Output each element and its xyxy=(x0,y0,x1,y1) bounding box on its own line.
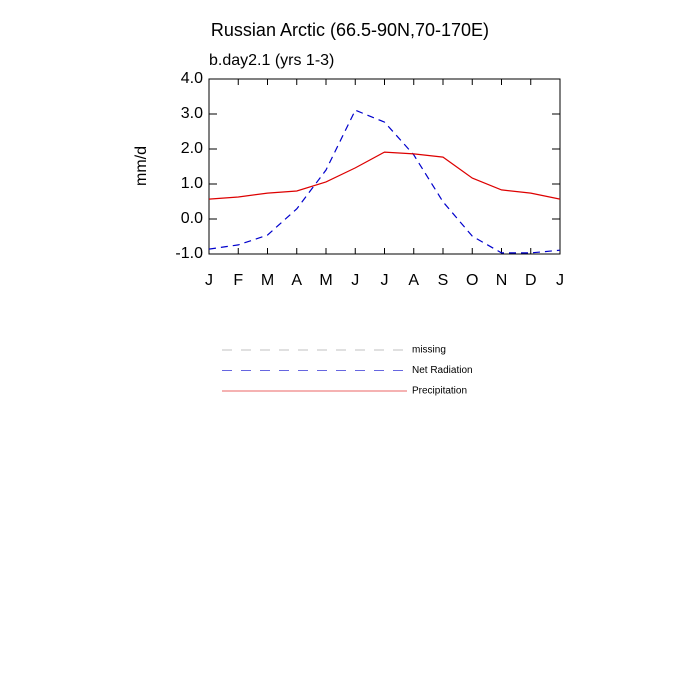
y-tick-label: 4.0 xyxy=(181,70,203,87)
x-tick-label: J xyxy=(351,272,359,289)
y-tick-label: 3.0 xyxy=(181,105,203,122)
y-tick-label: 2.0 xyxy=(181,140,203,157)
series-line xyxy=(208,109,561,254)
y-tick-label: 0.0 xyxy=(181,210,203,227)
legend-label: Precipitation xyxy=(412,386,467,397)
x-tick-label: J xyxy=(381,272,389,289)
x-tick-label: J xyxy=(556,272,564,289)
legend-label: missing xyxy=(412,345,446,356)
y-tick-label: -1.0 xyxy=(175,245,203,262)
y-tick-label: 1.0 xyxy=(181,175,203,192)
series-line xyxy=(208,151,561,200)
x-tick-label: M xyxy=(319,272,332,289)
chart-title: Russian Arctic (66.5-90N,70-170E) xyxy=(211,20,489,40)
x-tick-label: F xyxy=(233,272,243,289)
x-tick-label: J xyxy=(205,272,213,289)
chart-subtitle: b.day2.1 (yrs 1-3) xyxy=(209,52,334,69)
x-tick-label: N xyxy=(496,272,508,289)
x-tick-label: A xyxy=(291,272,302,289)
x-tick-label: O xyxy=(466,272,478,289)
legend-label: Net Radiation xyxy=(412,365,473,376)
y-axis-label: mm/d xyxy=(133,146,150,186)
x-tick-label: M xyxy=(261,272,274,289)
x-tick-label: D xyxy=(525,272,537,289)
x-tick-label: S xyxy=(438,272,449,289)
x-tick-label: A xyxy=(408,272,419,289)
